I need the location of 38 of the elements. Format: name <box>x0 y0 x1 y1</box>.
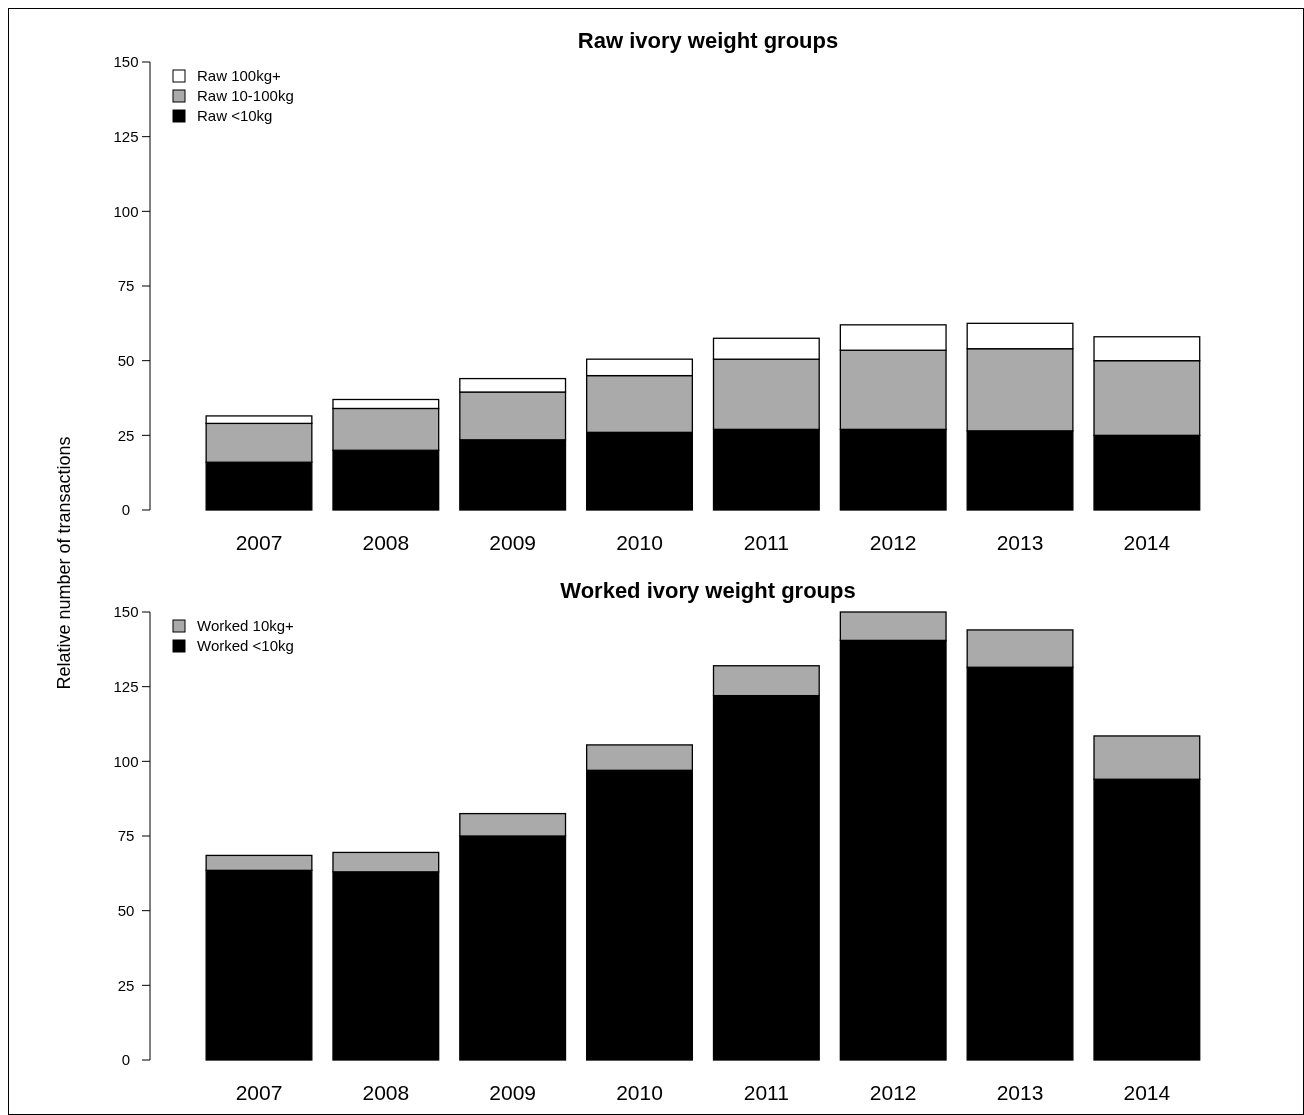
y-tick-label: 125 <box>113 677 139 695</box>
x-tick-label: 2009 <box>489 531 537 554</box>
chart-title: Raw ivory weight groups <box>577 28 839 53</box>
y-tick-label: 150 <box>113 53 139 71</box>
y-tick-label: 100 <box>113 202 139 220</box>
y-tick-label: 150 <box>113 603 139 621</box>
legend-label: Worked 10kg+ <box>197 617 295 635</box>
x-tick-label: 2013 <box>996 1081 1044 1104</box>
y-tick-label: 75 <box>117 827 135 845</box>
x-tick-label: 2014 <box>1123 1081 1171 1104</box>
y-tick-label: 50 <box>117 351 135 369</box>
legend-label: Raw <10kg <box>197 107 273 125</box>
x-tick-label: 2008 <box>362 531 410 554</box>
legend-label: Raw 10-100kg <box>197 87 294 105</box>
x-tick-label: 2010 <box>616 1081 663 1104</box>
x-tick-label: 2011 <box>743 1081 789 1104</box>
y-tick-label: 50 <box>117 901 135 919</box>
x-tick-label: 2014 <box>1123 531 1171 554</box>
x-tick-label: 2009 <box>489 1081 537 1104</box>
x-tick-label: 2007 <box>235 1081 283 1104</box>
x-tick-label: 2012 <box>869 531 917 554</box>
x-tick-label: 2010 <box>616 531 663 554</box>
x-tick-label: 2012 <box>869 1081 917 1104</box>
legend-label: Worked <10kg <box>197 637 294 655</box>
x-tick-label: 2011 <box>743 531 789 554</box>
x-tick-label: 2007 <box>235 531 283 554</box>
y-tick-label: 25 <box>117 426 135 444</box>
y-tick-label: 75 <box>117 277 135 295</box>
y-tick-label: 0 <box>121 1051 131 1069</box>
y-tick-label: 125 <box>113 127 139 145</box>
x-tick-label: 2013 <box>996 531 1044 554</box>
y-tick-label: 25 <box>117 976 135 994</box>
y-tick-label: 0 <box>121 501 131 519</box>
x-tick-label: 2008 <box>362 1081 410 1104</box>
y-axis-title: Relative number of transactions <box>54 436 74 690</box>
y-tick-label: 100 <box>113 752 139 770</box>
chart-title: Worked ivory weight groups <box>560 578 856 603</box>
legend-label: Raw 100kg+ <box>197 67 282 85</box>
